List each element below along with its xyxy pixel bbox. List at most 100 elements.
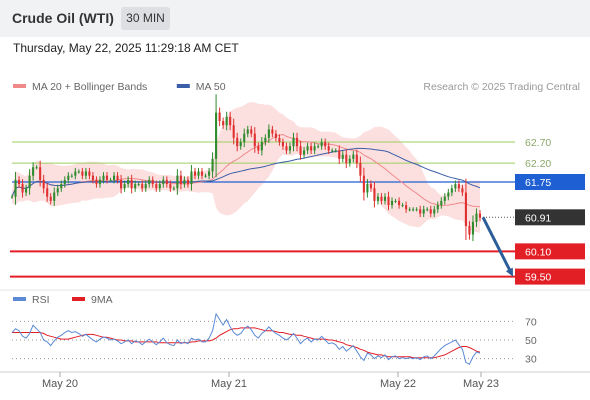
candle (84, 171, 87, 176)
candle (10, 196, 14, 198)
timeframe-button[interactable]: 30 MIN (121, 7, 170, 30)
candle (77, 171, 80, 173)
candle (317, 146, 320, 148)
candle (148, 179, 151, 185)
rsi-tick-label: 70 (525, 316, 537, 328)
candle (281, 142, 285, 147)
candle (380, 196, 383, 201)
candle (144, 184, 147, 189)
candle (88, 171, 91, 176)
candle (17, 179, 21, 185)
candle (246, 129, 249, 134)
candle (366, 184, 369, 193)
header-bar: Crude Oil (WTI) 30 MIN (0, 0, 590, 37)
candle (112, 175, 116, 180)
candle (310, 146, 313, 151)
candle (200, 171, 204, 176)
rsi-line (11, 312, 481, 365)
candle (412, 209, 415, 211)
candle (405, 205, 408, 210)
candle (14, 179, 17, 197)
legend-label-ma20-bollinger: MA 20 + Bollinger Bands (32, 81, 147, 93)
candle (398, 200, 401, 206)
candle (324, 142, 327, 147)
candle (303, 150, 306, 155)
candle (21, 184, 24, 193)
candle (39, 167, 42, 180)
candle (408, 209, 411, 211)
candle (236, 137, 239, 147)
candle (338, 150, 341, 159)
candle (471, 221, 475, 235)
candle (225, 116, 228, 126)
forecast-arrow-head (505, 267, 513, 277)
candle (70, 175, 73, 177)
candle (320, 142, 323, 147)
candle (253, 133, 256, 147)
candle (355, 154, 358, 164)
time-tick-label: May 20 (42, 378, 78, 390)
candle (394, 200, 397, 202)
ma20-line (11, 133, 481, 208)
legend-swatch (13, 84, 26, 88)
candle (193, 171, 197, 176)
candle (327, 146, 330, 151)
candle (433, 209, 436, 214)
candle (373, 188, 376, 201)
candle (306, 146, 309, 151)
candle (348, 158, 351, 164)
candle (243, 133, 246, 143)
candle (91, 175, 94, 180)
rsi-tick-label: 30 (525, 354, 537, 366)
level-label-pivot: 61.75 (525, 177, 551, 189)
candle (429, 209, 432, 214)
candle (141, 184, 144, 189)
level-label-box (515, 173, 585, 190)
candle (264, 137, 267, 143)
candle (267, 129, 270, 138)
candle (74, 171, 77, 176)
legend-label-ma50: MA 50 (196, 81, 226, 93)
ma50-line (11, 147, 481, 197)
candle (120, 179, 123, 189)
candle (436, 205, 439, 210)
forecast-arrow-shaft (481, 216, 512, 272)
candle (169, 184, 172, 189)
rsi-ma-legend-label: 9MA (91, 294, 113, 306)
time-tick-label: May 23 (463, 378, 499, 390)
candle (288, 146, 292, 151)
candle (383, 196, 387, 201)
candle (204, 175, 207, 177)
candle (369, 184, 372, 189)
candle (127, 179, 130, 185)
instrument-title: Crude Oil (WTI) (12, 10, 114, 26)
candle (345, 154, 348, 164)
time-tick-label: May 21 (211, 378, 247, 390)
candle (422, 209, 425, 214)
candle (387, 196, 390, 206)
candle (250, 129, 253, 134)
candle (197, 171, 200, 176)
candle (292, 137, 295, 147)
candle (278, 137, 281, 143)
candle (42, 179, 45, 189)
candle (359, 163, 362, 176)
candle (440, 200, 443, 206)
candle (67, 175, 70, 180)
candle (239, 142, 242, 147)
level-label-resistance: 62.70 (525, 137, 551, 149)
candle (468, 226, 471, 235)
candle (109, 179, 112, 181)
candle (285, 146, 288, 151)
candle (401, 205, 404, 207)
candle (260, 142, 263, 151)
candle (176, 175, 179, 189)
candle (415, 209, 418, 211)
candle (232, 125, 235, 138)
candle (46, 188, 49, 197)
candle (222, 121, 225, 126)
candle (158, 184, 161, 189)
candle (271, 129, 274, 134)
candle (134, 184, 137, 189)
